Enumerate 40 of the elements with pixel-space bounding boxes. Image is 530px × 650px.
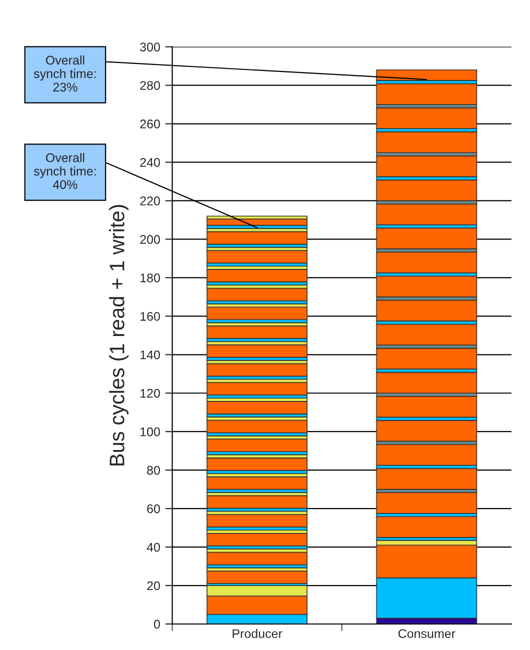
y-tick-label: 0	[154, 620, 160, 629]
y-tick-label: 60	[147, 504, 160, 514]
bar	[206, 268, 308, 282]
y-tick-label: 180	[140, 273, 160, 282]
y-tick-label: 140	[140, 350, 160, 360]
y-tick-label: 120	[140, 388, 160, 398]
bar	[376, 131, 478, 154]
bar	[376, 204, 478, 226]
bar	[206, 476, 308, 490]
y-tick-label: 80	[147, 466, 160, 475]
bar	[376, 276, 478, 298]
bar	[206, 288, 308, 302]
y-axis-title: Bus cycles (1 read + 1 write)	[109, 204, 128, 466]
bar	[376, 348, 478, 370]
y-tick-label: 20	[147, 581, 160, 590]
bar	[206, 438, 308, 452]
y-tick-label: 240	[140, 158, 160, 167]
annotation: Overall synch time: 40%	[34, 152, 96, 190]
bar	[206, 250, 308, 264]
y-tick-label: 200	[140, 235, 160, 244]
bar	[206, 514, 308, 528]
bar	[206, 306, 308, 320]
y-tick-label: 100	[140, 427, 160, 436]
bar	[206, 400, 308, 414]
y-tick-label: 220	[140, 196, 160, 206]
bar	[206, 231, 308, 245]
annotation: Overall synch time: 23%	[34, 55, 96, 92]
y-tick-label: 160	[140, 312, 160, 321]
bar	[376, 420, 478, 442]
bar	[376, 69, 478, 81]
bar	[206, 326, 308, 339]
bar	[206, 363, 308, 377]
x-tick-label: Producer	[232, 628, 282, 638]
y-tick-label: 300	[140, 42, 160, 52]
bar	[376, 492, 478, 514]
y-tick-label: 280	[140, 81, 160, 90]
bar	[206, 552, 308, 566]
x-tick-label: Consumer	[398, 629, 456, 638]
y-tick-label: 40	[146, 542, 160, 552]
y-tick-label: 260	[140, 120, 160, 128]
